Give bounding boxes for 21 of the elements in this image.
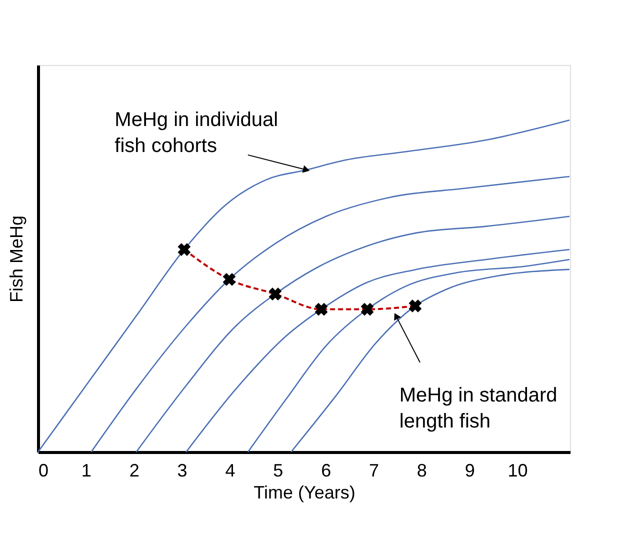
x-tick-label: 5 — [273, 460, 284, 480]
annotation: MeHg in standard length fish — [399, 384, 558, 433]
x-tick-label: 7 — [368, 460, 380, 480]
x-tick-label: 6 — [321, 460, 332, 480]
x-axis-title: Time (Years) — [254, 482, 356, 502]
x-tick-label: 0 — [38, 460, 49, 480]
point — [178, 243, 191, 256]
point — [360, 302, 374, 316]
point — [314, 302, 328, 316]
x-tick-label: 3 — [177, 460, 188, 480]
x-tick-label: 2 — [129, 460, 140, 480]
x-tick-label: 10 — [508, 460, 528, 480]
annotation: MeHg in individual fish cohorts — [114, 109, 278, 158]
x-tick-label: 1 — [81, 460, 92, 480]
x-tick-label: 8 — [416, 460, 427, 480]
y-axis-title: Fish MeHg — [6, 215, 26, 303]
point — [408, 300, 422, 312]
point — [222, 272, 236, 286]
point — [268, 288, 282, 300]
x-tick-label: 9 — [464, 460, 475, 480]
x-tick-label: 4 — [225, 460, 236, 480]
